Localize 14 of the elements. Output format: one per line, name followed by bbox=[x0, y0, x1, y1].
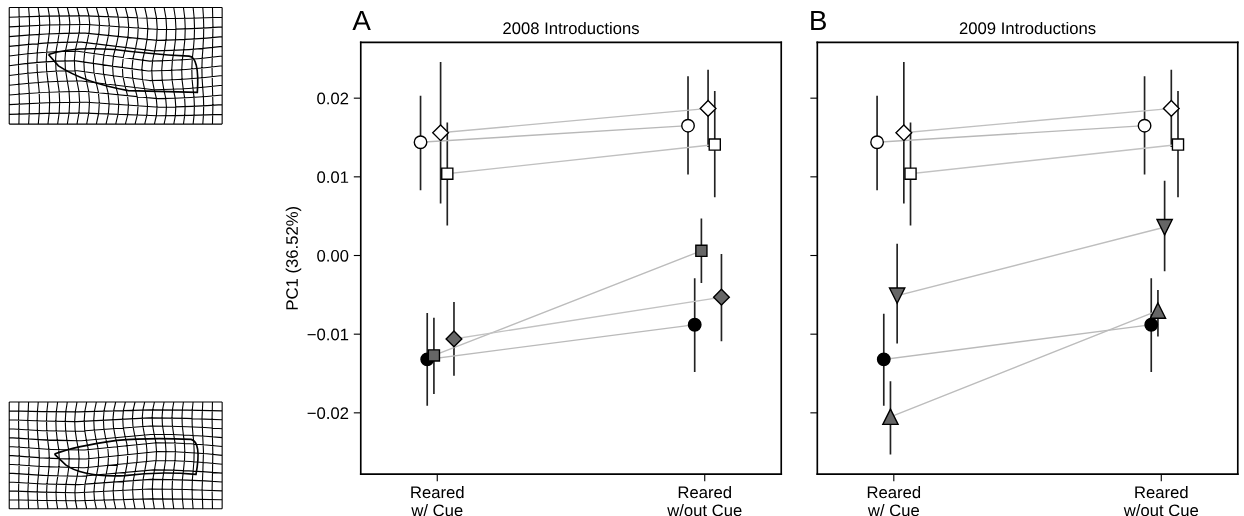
y-axis-title: PC1 (36.52%) bbox=[285, 206, 302, 310]
text: B bbox=[811, 10, 826, 31]
y-tick-label: −0.02 bbox=[307, 407, 349, 420]
x-tick-label: Reared w/ Cue bbox=[867, 486, 921, 516]
y-tick-label: 0.02 bbox=[317, 92, 349, 105]
y-tick-label: 0.00 bbox=[317, 249, 349, 262]
chart-title: 2008 Introductions bbox=[503, 21, 639, 35]
y-tick-label: −0.01 bbox=[307, 328, 349, 341]
text: A bbox=[352, 10, 371, 31]
x-tick-label: Reared w/out Cue bbox=[1123, 486, 1199, 516]
x-tick-label: Reared w/out Cue bbox=[667, 486, 742, 516]
x-tick-label: Reared w/ Cue bbox=[411, 486, 464, 516]
chart-title: 2009 Introductions bbox=[959, 21, 1096, 35]
y-tick-label: 0.01 bbox=[317, 171, 349, 184]
